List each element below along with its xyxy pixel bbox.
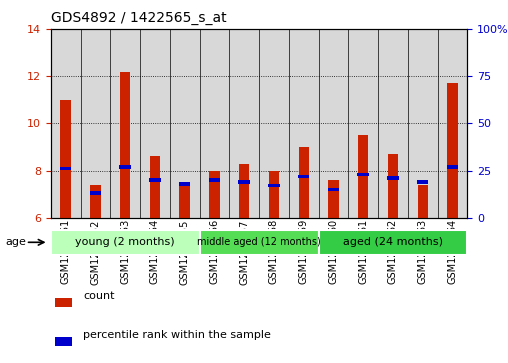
Bar — [150, 156, 160, 218]
Bar — [447, 165, 458, 168]
Bar — [179, 182, 190, 185]
Bar — [179, 185, 190, 218]
Bar — [55, 337, 72, 346]
Bar — [55, 298, 72, 307]
Bar — [200, 29, 229, 218]
Bar — [259, 29, 289, 218]
Text: GDS4892 / 1422565_s_at: GDS4892 / 1422565_s_at — [51, 11, 227, 25]
Text: middle aged (12 months): middle aged (12 months) — [197, 237, 321, 247]
Bar — [51, 29, 81, 218]
Bar — [358, 135, 368, 218]
Bar — [418, 185, 428, 218]
Bar — [447, 83, 458, 218]
Bar — [348, 29, 378, 218]
Bar — [378, 29, 408, 218]
Bar — [209, 178, 220, 182]
Bar — [60, 167, 72, 171]
Bar — [140, 29, 170, 218]
Bar — [268, 184, 280, 187]
Bar — [149, 178, 161, 182]
Bar — [289, 29, 319, 218]
Bar — [328, 188, 339, 191]
Bar — [209, 171, 219, 218]
Bar — [110, 29, 140, 218]
Text: count: count — [83, 291, 115, 301]
Text: age: age — [5, 237, 26, 248]
Bar — [60, 100, 71, 218]
Bar — [299, 147, 309, 218]
Bar — [319, 29, 348, 218]
Bar — [417, 180, 428, 184]
Bar — [328, 180, 339, 218]
Bar — [119, 165, 131, 168]
Bar — [269, 171, 279, 218]
Text: aged (24 months): aged (24 months) — [343, 237, 443, 247]
Bar — [298, 175, 309, 178]
Bar — [358, 173, 369, 176]
Bar — [90, 192, 101, 195]
Bar — [120, 72, 131, 218]
Bar — [239, 163, 249, 218]
Bar — [170, 29, 200, 218]
Text: percentile rank within the sample: percentile rank within the sample — [83, 330, 271, 340]
Bar — [81, 29, 110, 218]
Bar — [388, 154, 398, 218]
Bar — [90, 185, 101, 218]
Bar — [51, 230, 200, 254]
Bar — [200, 230, 319, 254]
Bar — [319, 230, 467, 254]
Bar — [387, 176, 399, 180]
Bar — [437, 29, 467, 218]
Bar — [408, 29, 437, 218]
Bar — [229, 29, 259, 218]
Text: young (2 months): young (2 months) — [75, 237, 175, 247]
Bar — [238, 180, 250, 184]
